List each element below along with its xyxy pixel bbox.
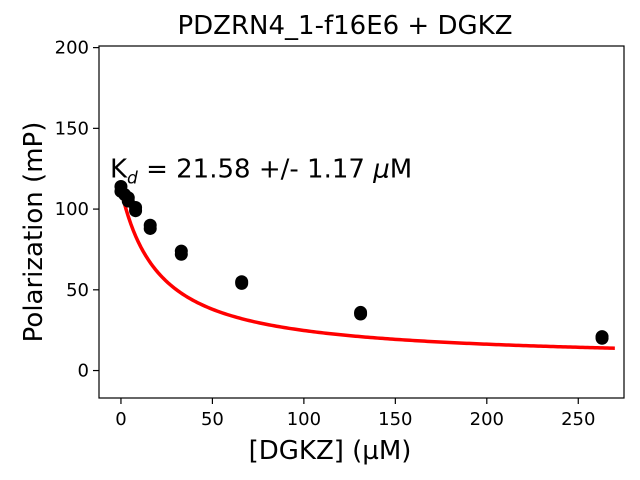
kd-annotation-part: K [110,155,128,185]
kd-annotation-part: d [127,169,138,189]
y-tick-label: 0 [78,361,89,382]
y-tick-label: 200 [55,38,89,59]
data-point [129,204,143,218]
x-tick-label: 150 [378,409,412,430]
kd-annotation-part: M [390,155,412,185]
data-point [143,221,157,235]
y-axis-title: Polarization (mP) [19,122,49,343]
kd-annotation: Kd = 21.58 +/- 1.17 μM [110,155,412,189]
fit-curve [119,189,615,350]
y-tick-label: 150 [55,118,89,139]
y-axis: 0 50 100 150 200 [55,38,99,382]
data-point [235,276,249,290]
x-tick-label: 100 [287,409,321,430]
data-point [354,307,368,321]
x-tick-label: 0 [115,409,126,430]
plot-frame [98,45,625,399]
x-tick-label: 200 [470,409,504,430]
x-axis: 0 50 100 150 200 250 [115,398,595,430]
x-tick-label: 50 [201,409,224,430]
chart-title: PDZRN4_1-f16E6 + DGKZ [177,11,512,41]
y-tick-label: 100 [55,199,89,220]
kd-annotation-part: = 21.58 +/- 1.17 [138,155,373,185]
data-point [174,247,188,261]
x-tick-label: 250 [561,409,595,430]
y-tick-label: 50 [66,280,89,301]
kd-annotation-part: μ [372,155,390,185]
x-axis-title: [DGKZ] (µM) [249,436,412,466]
data-point [595,331,609,345]
plot-area [114,179,615,350]
